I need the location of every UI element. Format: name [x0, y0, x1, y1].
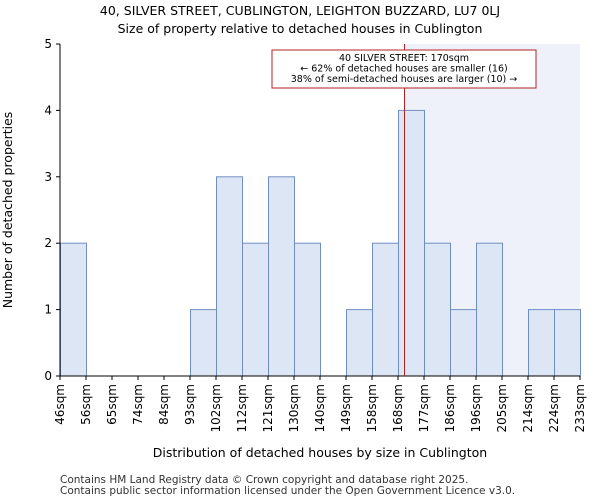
bar-177sqm[interactable]	[424, 242, 451, 377]
bar-130sqm[interactable]	[294, 242, 321, 377]
bar-158sqm[interactable]	[372, 242, 399, 377]
annotation-line: 38% of semi-detached houses are larger (…	[291, 74, 518, 85]
x-tick-label: 224sqm	[547, 384, 561, 432]
annotation-line: ← 62% of detached houses are smaller (16…	[300, 64, 507, 75]
bar-214sqm[interactable]	[528, 309, 555, 377]
x-tick-label: 130sqm	[287, 384, 301, 432]
x-tick-label: 149sqm	[339, 384, 353, 432]
x-tick-label: 46sqm	[53, 384, 67, 425]
x-tick-label: 102sqm	[209, 384, 223, 432]
x-tick-label: 65sqm	[105, 384, 119, 425]
bar-186sqm[interactable]	[450, 309, 477, 377]
x-tick-label: 158sqm	[365, 384, 379, 432]
chart-title: 40, SILVER STREET, CUBLINGTON, LEIGHTON …	[99, 3, 501, 18]
annotation-box	[271, 49, 537, 89]
bar-102sqm[interactable]	[216, 176, 243, 377]
footer-copyright: Contains HM Land Registry data © Crown c…	[60, 474, 469, 486]
y-tick-label: 0	[44, 369, 52, 383]
bar-46sqm[interactable]	[60, 242, 87, 377]
x-tick-label: 186sqm	[443, 384, 457, 432]
x-tick-label: 233sqm	[573, 384, 587, 432]
y-tick-label: 2	[44, 236, 52, 250]
x-tick-label: 112sqm	[235, 384, 249, 432]
x-tick-label: 168sqm	[391, 384, 405, 432]
x-tick-label: 205sqm	[495, 384, 509, 432]
annotation-line: 40 SILVER STREET: 170sqm	[339, 53, 469, 64]
x-tick-label: 140sqm	[313, 384, 327, 432]
y-tick-label: 1	[44, 303, 52, 317]
bar-196sqm[interactable]	[476, 242, 503, 377]
bar-149sqm[interactable]	[346, 309, 373, 377]
chart-subtitle: Size of property relative to detached ho…	[117, 21, 483, 36]
x-tick-label: 196sqm	[469, 384, 483, 432]
bar-224sqm[interactable]	[554, 309, 581, 377]
bar-168sqm[interactable]	[398, 109, 425, 377]
x-tick-label: 84sqm	[157, 384, 171, 425]
y-tick-label: 5	[44, 37, 52, 51]
footer-licence: Contains public sector information licen…	[60, 485, 516, 497]
x-tick-label: 93sqm	[183, 384, 197, 425]
y-tick-label: 3	[44, 170, 52, 184]
y-axis-title: Number of detached properties	[0, 112, 15, 309]
x-tick-label: 214sqm	[521, 384, 535, 432]
bar-112sqm[interactable]	[242, 242, 269, 377]
x-axis-title: Distribution of detached houses by size …	[153, 445, 487, 460]
x-tick-label: 121sqm	[261, 384, 275, 432]
x-tick-label: 74sqm	[131, 384, 145, 425]
bar-93sqm[interactable]	[190, 309, 217, 377]
x-tick-label: 56sqm	[79, 384, 93, 425]
y-tick-label: 4	[44, 103, 52, 117]
x-tick-label: 177sqm	[417, 384, 431, 432]
bar-121sqm[interactable]	[268, 176, 295, 377]
